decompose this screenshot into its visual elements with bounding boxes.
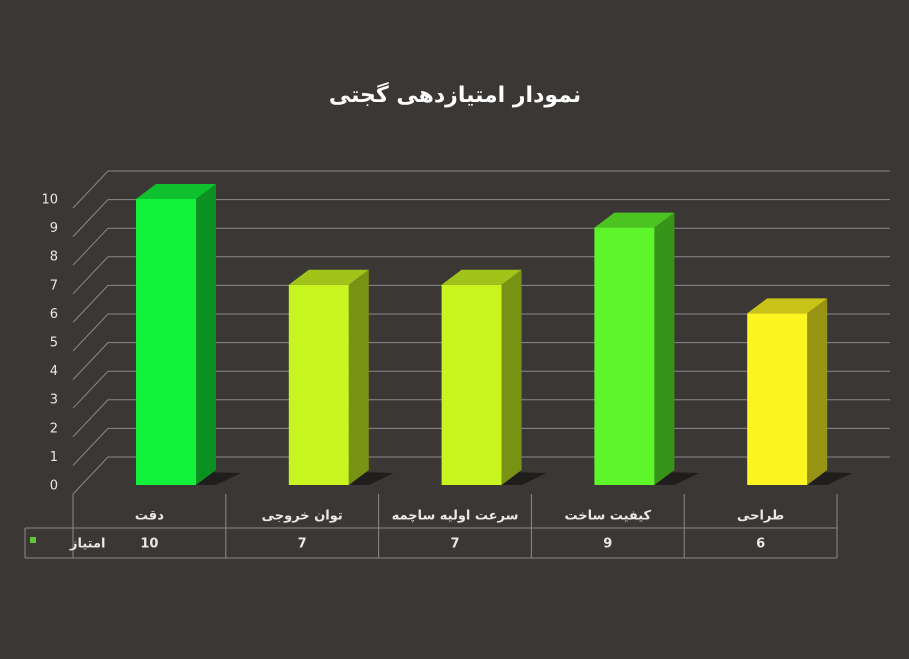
legend-label: امتیاز — [69, 537, 105, 552]
table-value: 6 — [756, 537, 765, 552]
table-value: 7 — [450, 537, 459, 552]
category-label: دقت — [135, 509, 164, 524]
y-tick-label: 1 — [50, 450, 58, 465]
bar — [441, 284, 502, 485]
grid-line — [72, 199, 890, 237]
y-tick-label: 4 — [50, 364, 58, 379]
y-tick-label: 8 — [50, 250, 58, 265]
category-label: توان خروجی — [262, 509, 343, 524]
bar-side — [654, 212, 675, 485]
category-label: طراحی — [737, 509, 784, 524]
bar-top — [441, 269, 522, 285]
y-tick-label: 3 — [50, 393, 58, 408]
bar — [594, 227, 655, 485]
bar-top — [288, 269, 369, 285]
legend-swatch — [30, 537, 36, 543]
y-tick-label: 10 — [41, 193, 58, 208]
bar-side — [348, 269, 369, 485]
y-tick-label: 6 — [50, 307, 58, 322]
bar-side — [807, 298, 828, 485]
table-value: 9 — [603, 537, 612, 552]
y-tick-label: 0 — [50, 479, 58, 494]
bar — [136, 199, 196, 485]
bar — [288, 284, 349, 485]
bar-top — [594, 212, 675, 228]
bar-side — [501, 269, 522, 485]
bar — [747, 313, 808, 485]
category-label: کیفیت ساخت — [564, 509, 651, 524]
bar-side — [196, 184, 216, 485]
y-tick-label: 7 — [50, 278, 58, 293]
bar-top — [136, 184, 216, 199]
y-tick-label: 9 — [50, 221, 58, 236]
y-tick-label: 5 — [50, 336, 58, 351]
category-label: سرعت اولیه ساچمه — [392, 509, 519, 524]
grid-line — [72, 170, 890, 209]
table-value: 7 — [298, 537, 307, 552]
table-value: 10 — [140, 537, 158, 552]
bar-top — [747, 298, 828, 314]
y-tick-label: 2 — [50, 421, 58, 436]
chart-title: نمودار امتیازدهی گجتی — [329, 81, 581, 108]
